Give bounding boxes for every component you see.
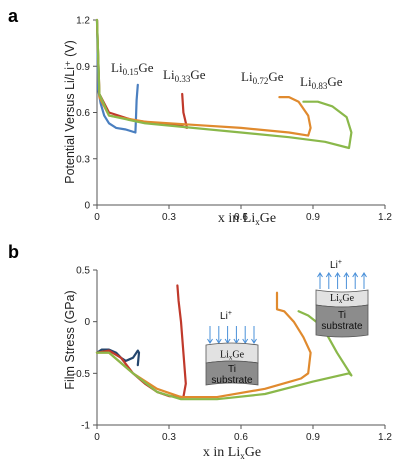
annotation-label-0: Li0.15Ge <box>111 60 154 77</box>
x-tick-label: 0 <box>94 212 100 223</box>
x-tick-label: 0.3 <box>162 212 176 223</box>
annotation-label-2: Li0.72Ge <box>241 69 284 86</box>
inset-arrow-head <box>343 272 350 278</box>
panel-b-series <box>95 284 353 401</box>
x-tick-label: 0.9 <box>306 212 320 223</box>
annotation-label-1: Li0.33Ge <box>163 67 206 84</box>
series-line-2 <box>95 291 312 399</box>
inset-arrow-head <box>352 272 359 278</box>
y-tick-label: 0.9 <box>76 62 90 73</box>
x-tick-label: 0.9 <box>306 432 320 443</box>
x-tick-label: 0.6 <box>234 432 248 443</box>
inset-arrow-head <box>325 272 332 278</box>
y-tick-label: 0 <box>84 201 90 212</box>
y-tick-label: -1 <box>81 421 90 432</box>
x-tick-label: 1.2 <box>378 432 392 443</box>
panel-b: b Film Stress (GPa) x in LixGe -1 -0.5 0 0.… <box>8 242 392 461</box>
inset-arrow-head <box>242 338 249 344</box>
y-tick-label: 0.5 <box>76 266 90 277</box>
inset-substrate-label: Ti <box>338 310 346 321</box>
inset-substrate-label: substrate <box>211 375 253 386</box>
panel-b-label: b <box>8 242 19 262</box>
panel-b-xlabel: x in LixGe <box>203 445 261 461</box>
panel-b-ylabel: Film Stress (GPa) <box>63 290 77 389</box>
inset-substrate-label: substrate <box>321 321 363 332</box>
series-line-3 <box>95 18 353 150</box>
inset-arrow-head <box>251 338 257 344</box>
inset-arrow-head <box>207 338 213 344</box>
inset-substrate-label: Ti <box>228 364 236 375</box>
inset-arrow-head <box>317 272 323 278</box>
y-tick-label: 0.3 <box>76 154 90 165</box>
inset-ion-label: Li+ <box>330 259 342 271</box>
inset-substrate <box>205 360 259 386</box>
annotation-label-3: Li0.83Ge <box>300 74 343 91</box>
x-tick-label: 0 <box>94 432 100 443</box>
x-tick-label: 1.2 <box>378 212 392 223</box>
panel-a-xlabel: x in LixGe <box>218 211 276 227</box>
x-tick-label: 0.3 <box>162 432 176 443</box>
y-tick-label: 0 <box>84 317 90 328</box>
inset-arrow-head <box>361 272 367 278</box>
panel-a-label: a <box>8 6 19 26</box>
panel-b-ticks: -1 -0.5 0 0.5 0 0.3 0.6 0.9 1.2 <box>73 266 393 444</box>
y-tick-label: 1.2 <box>76 16 90 27</box>
inset-film-label: LixGe <box>220 350 245 362</box>
panel-a-annotations: Li0.15Ge Li0.33Ge Li0.72Ge Li0.83Ge <box>111 60 343 91</box>
inset-film-label: LixGe <box>330 293 355 305</box>
panel-a-ylabel: Potential Versus Li/Li⁺ (V) <box>63 40 77 183</box>
panel-a-ticks: 0 0.3 0.6 0.9 1.2 0 0.3 0.6 0.9 1.2 <box>76 16 392 224</box>
panel-a: a Potential Versus Li/Li⁺ (V) x in LixGe… <box>8 6 392 227</box>
y-tick-label: -0.5 <box>73 369 91 380</box>
inset-ion-label: Li+ <box>220 310 232 322</box>
panel-a-series <box>95 18 353 150</box>
inset-arrow-head <box>334 272 341 278</box>
x-tick-label: 0.6 <box>234 212 248 223</box>
inset-substrate <box>315 304 369 338</box>
inset-arrow-head <box>215 338 222 344</box>
y-tick-label: 0.6 <box>76 108 90 119</box>
